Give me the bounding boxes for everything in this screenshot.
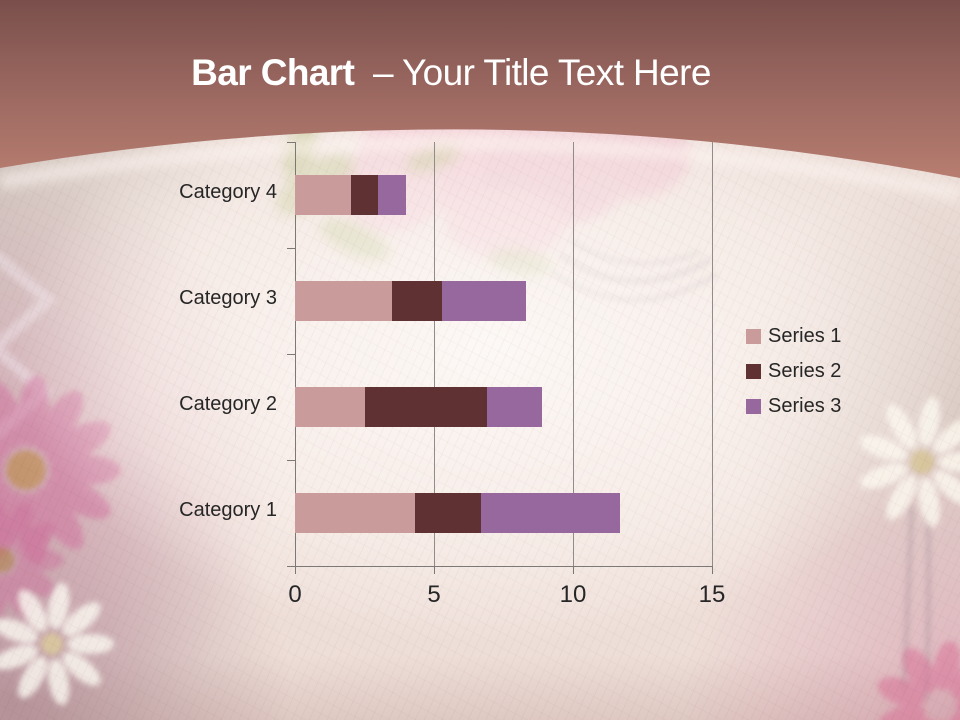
bar-segment-series-1-category-3 — [295, 281, 393, 321]
y-axis-tick — [287, 353, 295, 355]
x-axis-line — [295, 565, 713, 567]
category-axis-label: Category 2 — [179, 393, 277, 415]
chart-legend: Series 1 Series 2 Series 3 — [746, 325, 841, 430]
x-axis-tick-label: 15 — [698, 581, 726, 608]
bar-segment-series-3-category-2 — [486, 387, 543, 427]
y-axis-tick — [287, 565, 295, 567]
category-axis-label: Category 4 — [179, 181, 277, 203]
header-band — [0, 0, 960, 202]
bar-segment-series-2-category-1 — [414, 493, 482, 533]
bar-segment-series-1-category-2 — [295, 387, 365, 427]
x-axis-tick — [433, 567, 435, 574]
x-axis-tick — [572, 567, 574, 574]
legend-item-series-2: Series 2 — [746, 360, 841, 383]
bar-segment-series-3-category-3 — [442, 281, 526, 321]
legend-label-series-1: Series 1 — [768, 325, 842, 347]
bar-segment-series-1-category-4 — [295, 175, 351, 215]
y-axis-tick — [287, 459, 295, 461]
legend-swatch-series-1 — [746, 329, 761, 344]
x-axis-tick-label: 5 — [427, 581, 441, 608]
gridline-x-5 — [433, 142, 435, 566]
title-regular-part: – Your Title Text Here — [373, 52, 711, 93]
x-axis-tick — [294, 567, 296, 574]
y-axis-line — [294, 142, 296, 566]
bar-segment-series-2-category-3 — [392, 281, 443, 321]
y-axis-tick — [287, 141, 295, 143]
x-axis-tick-label: 0 — [288, 581, 302, 608]
category-axis-label: Category 1 — [179, 499, 277, 521]
legend-item-series-1: Series 1 — [746, 325, 841, 348]
x-axis-tick — [711, 567, 713, 574]
legend-label-series-3: Series 3 — [768, 395, 842, 417]
legend-swatch-series-3 — [746, 399, 761, 414]
x-axis-tick-label: 10 — [559, 581, 587, 608]
legend-label-series-2: Series 2 — [768, 360, 842, 382]
bar-segment-series-2-category-4 — [350, 175, 379, 215]
gridline-x-15 — [711, 142, 713, 566]
bar-segment-series-3-category-1 — [481, 493, 621, 533]
slide-title: Bar Chart – Your Title Text Here — [0, 50, 902, 96]
gridline-x-10 — [572, 142, 574, 566]
title-bold-part: Bar Chart — [191, 52, 355, 93]
legend-swatch-series-2 — [746, 364, 761, 379]
bar-segment-series-3-category-4 — [378, 175, 407, 215]
bar-segment-series-2-category-2 — [364, 387, 487, 427]
y-axis-tick — [287, 247, 295, 249]
category-axis-label: Category 3 — [179, 287, 277, 309]
legend-item-series-3: Series 3 — [746, 395, 841, 418]
bar-segment-series-1-category-1 — [295, 493, 415, 533]
